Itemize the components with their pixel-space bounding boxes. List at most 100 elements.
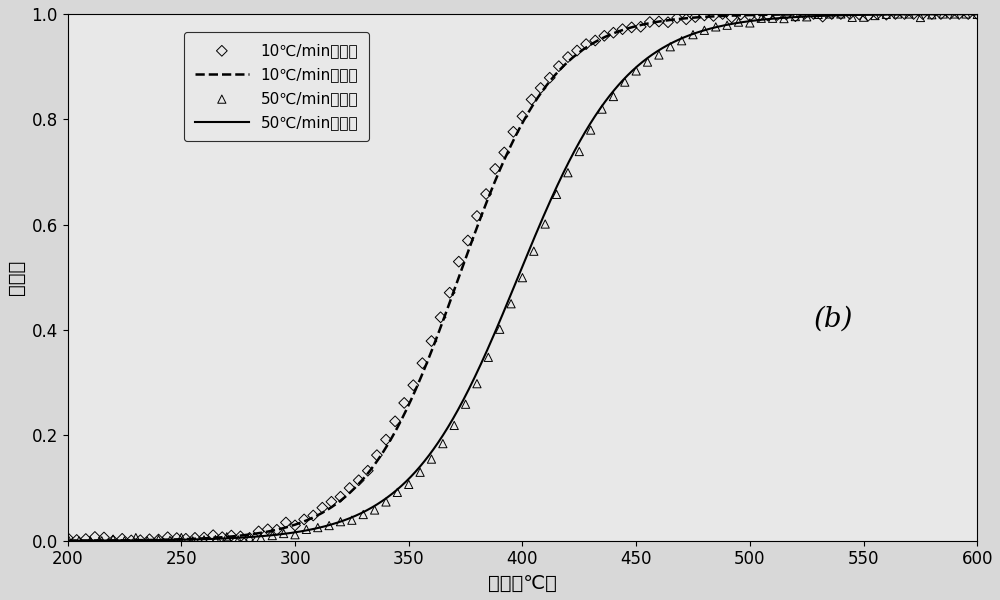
10℃/min实验点 — [651, 17, 667, 26]
50℃/min实验点 — [628, 66, 644, 76]
10℃/min实验点 — [678, 14, 694, 24]
10℃/min实验点 — [387, 416, 403, 426]
50℃/min实验点 — [162, 536, 178, 545]
10℃/min实验点 — [305, 511, 321, 520]
50℃/min实验点 — [298, 524, 314, 534]
10℃/min实验点 — [860, 11, 876, 20]
50℃/min实验点 — [446, 421, 462, 430]
10℃/min实验点 — [69, 535, 85, 545]
10℃/min实验点 — [842, 9, 858, 19]
10℃/min实验点 — [451, 257, 467, 266]
10℃/min实验点 — [296, 515, 312, 524]
10℃/min实验点 — [769, 10, 785, 20]
10℃/min实验点 — [824, 9, 840, 19]
10℃/min实验点 — [60, 533, 76, 542]
50℃/min实验点 — [537, 219, 553, 229]
50℃/min实验点 — [912, 13, 928, 22]
50℃/min实验点 — [469, 379, 485, 388]
10℃/min实验点 — [806, 9, 822, 19]
10℃/min实验点 — [78, 534, 94, 544]
50℃/min实验点 — [355, 510, 371, 520]
50℃/min计算値 — [945, 11, 957, 18]
10℃/min实验点 — [242, 533, 258, 542]
50℃/min实验点 — [878, 10, 894, 19]
50℃/min实验点 — [196, 535, 212, 545]
10℃/min实验点 — [796, 9, 812, 19]
50℃/min实验点 — [333, 517, 349, 526]
50℃/min实验点 — [480, 353, 496, 362]
50℃/min实验点 — [207, 535, 223, 544]
10℃/min实验点 — [196, 533, 212, 542]
10℃/min实验点 — [232, 532, 248, 541]
Line: 50℃/min计算値: 50℃/min计算値 — [68, 14, 977, 541]
10℃/min计算値 — [971, 10, 983, 17]
10℃/min实验点 — [542, 73, 558, 83]
50℃/min实验点 — [719, 20, 735, 30]
10℃/min实验点 — [733, 10, 749, 19]
50℃/min实验点 — [401, 479, 417, 489]
10℃/min实验点 — [587, 36, 603, 46]
50℃/min实验点 — [60, 533, 76, 543]
X-axis label: 温度（℃）: 温度（℃） — [488, 574, 557, 593]
10℃/min计算値 — [778, 11, 790, 18]
50℃/min实验点 — [185, 536, 201, 545]
10℃/min计算値 — [504, 144, 516, 151]
10℃/min实验点 — [251, 527, 267, 536]
10℃/min实验点 — [878, 10, 894, 19]
50℃/min实验点 — [230, 535, 246, 545]
50℃/min实验点 — [503, 299, 519, 308]
10℃/min实验点 — [278, 518, 294, 527]
50℃/min实验点 — [526, 247, 542, 256]
50℃/min实验点 — [696, 26, 712, 35]
10℃/min实验点 — [314, 503, 330, 512]
10℃/min实验点 — [833, 9, 849, 19]
10℃/min实验点 — [751, 11, 767, 21]
10℃/min实验点 — [378, 435, 394, 445]
10℃/min实验点 — [942, 9, 958, 19]
10℃/min实验点 — [514, 112, 530, 121]
10℃/min实验点 — [287, 521, 303, 530]
10℃/min实验点 — [469, 211, 485, 221]
10℃/min实验点 — [760, 11, 776, 20]
10℃/min实验点 — [742, 11, 758, 21]
10℃/min实验点 — [487, 164, 503, 174]
50℃/min计算値 — [944, 11, 956, 18]
10℃/min实验点 — [96, 533, 112, 542]
10℃/min实验点 — [551, 61, 567, 71]
10℃/min计算値 — [62, 537, 74, 544]
10℃/min实验点 — [924, 9, 940, 19]
10℃/min实验点 — [605, 28, 621, 37]
50℃/min实验点 — [662, 42, 678, 52]
50℃/min实验点 — [742, 18, 758, 28]
10℃/min实验点 — [615, 25, 631, 34]
50℃/min实验点 — [731, 17, 747, 27]
10℃/min实验点 — [151, 535, 167, 544]
50℃/min实验点 — [560, 168, 576, 178]
10℃/min实验点 — [433, 313, 449, 322]
10℃/min实验点 — [505, 127, 521, 137]
50℃/min实验点 — [765, 13, 781, 23]
10℃/min实验点 — [187, 533, 203, 542]
10℃/min实验点 — [269, 525, 285, 535]
10℃/min实验点 — [887, 9, 903, 19]
10℃/min实验点 — [442, 288, 458, 298]
10℃/min实验点 — [669, 13, 685, 23]
50℃/min实验点 — [947, 9, 963, 19]
50℃/min计算値 — [504, 293, 516, 301]
10℃/min实验点 — [578, 40, 594, 49]
10℃/min实验点 — [123, 536, 139, 545]
50℃/min实验点 — [617, 77, 633, 87]
10℃/min实验点 — [342, 483, 358, 493]
50℃/min实验点 — [867, 11, 883, 20]
50℃/min实验点 — [253, 533, 269, 543]
10℃/min实验点 — [478, 189, 494, 199]
50℃/min实验点 — [571, 147, 587, 157]
50℃/min实验点 — [412, 467, 428, 477]
10℃/min实验点 — [724, 13, 740, 22]
10℃/min实验点 — [851, 10, 867, 19]
50℃/min实验点 — [821, 9, 837, 19]
50℃/min实验点 — [935, 9, 951, 19]
50℃/min实验点 — [833, 9, 849, 19]
50℃/min实验点 — [389, 488, 405, 497]
50℃/min实验点 — [423, 454, 439, 464]
